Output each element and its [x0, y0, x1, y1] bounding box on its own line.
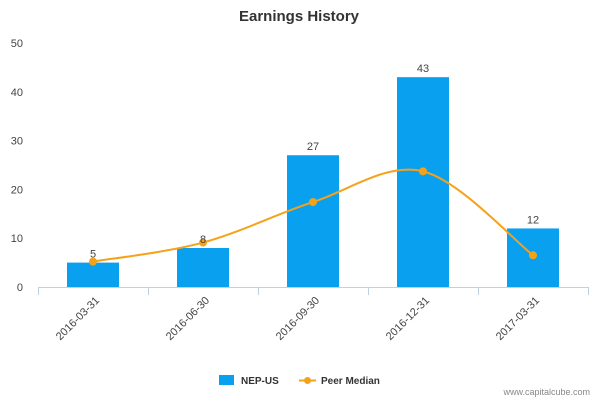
y-tick-label: 30	[11, 136, 23, 148]
line-point	[529, 251, 537, 260]
y-tick-label: 50	[11, 38, 23, 50]
bar-data-label: 5	[90, 249, 96, 261]
bar-data-label: 27	[307, 141, 319, 153]
bar-data-label: 8	[200, 234, 206, 246]
bar-data-label: 43	[417, 63, 429, 75]
line-point	[89, 257, 97, 266]
x-tick-label: 2016-03-31	[54, 295, 102, 343]
y-tick-label: 0	[17, 282, 23, 294]
bar	[177, 247, 229, 287]
legend-item-line-series[interactable]: Peer Median	[299, 376, 380, 387]
legend-item-bar-series[interactable]: NEP-US	[219, 375, 279, 387]
x-tick-label: 2017-03-31	[494, 295, 542, 343]
y-tick-label: 40	[11, 87, 23, 99]
x-tick-label: 2016-09-30	[274, 295, 322, 343]
legend-label-line-series: Peer Median	[321, 376, 380, 387]
bar	[397, 77, 449, 287]
legend-label-bar-series: NEP-US	[241, 376, 279, 387]
line-point	[199, 238, 207, 247]
x-tick-label: 2016-12-31	[384, 295, 432, 343]
bar-series	[67, 77, 559, 287]
source-credit: www.capitalcube.com	[502, 387, 590, 397]
data-labels: 5 8 27 43 12	[90, 63, 539, 260]
line-series	[89, 167, 537, 266]
line-point	[309, 198, 317, 207]
x-tick-label: 2016-06-30	[164, 295, 212, 343]
bar	[67, 262, 119, 287]
bar-data-label: 12	[527, 214, 539, 226]
y-tick-label: 10	[11, 233, 23, 245]
y-tick-label: 20	[11, 184, 23, 196]
y-axis: 0 10 20 30 40 50	[11, 38, 23, 294]
x-axis: 2016-03-31 2016-06-30 2016-09-30 2016-12-31…	[38, 287, 589, 343]
bar	[287, 155, 339, 287]
legend-swatch-marker	[304, 377, 311, 384]
line-point	[419, 167, 427, 176]
legend-swatch-bar	[219, 375, 234, 385]
chart-title: Earnings History	[239, 8, 360, 25]
legend: NEP-US Peer Median	[219, 375, 380, 387]
